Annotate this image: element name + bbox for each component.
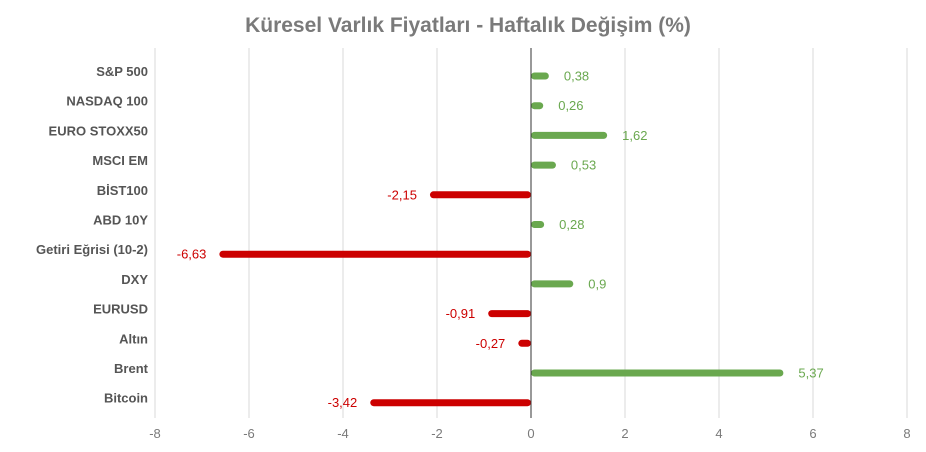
category-label: S&P 500 <box>96 64 148 79</box>
bar <box>488 310 531 318</box>
chart-title: Küresel Varlık Fiyatları - Haftalık Deği… <box>245 14 691 37</box>
data-label: 0,9 <box>588 276 606 291</box>
bar <box>531 131 608 139</box>
x-tick-label: -6 <box>243 426 255 441</box>
category-label: DXY <box>121 272 148 287</box>
data-label: 0,26 <box>558 98 583 113</box>
x-tick-label: 6 <box>809 426 816 441</box>
category-label: Brent <box>114 361 149 376</box>
bar <box>531 221 545 228</box>
category-label: ABD 10Y <box>93 213 148 228</box>
x-tick-label: 8 <box>903 426 910 441</box>
bar <box>531 161 556 169</box>
x-tick-label: -8 <box>149 426 161 441</box>
x-tick-label: 0 <box>527 426 534 441</box>
x-tick-label: -4 <box>337 426 349 441</box>
x-tick-label: 4 <box>715 426 722 441</box>
category-label: Altın <box>119 331 148 346</box>
data-label: 0,53 <box>571 158 596 173</box>
bar <box>370 399 531 407</box>
category-label: EURUSD <box>93 302 148 317</box>
bar <box>429 191 531 199</box>
x-tick-label: -2 <box>431 426 443 441</box>
category-labels: S&P 500 NASDAQ 100 EURO STOXX50 MSCI EM BİST… <box>36 64 149 406</box>
data-label: -0,91 <box>446 306 476 321</box>
data-label: -6,63 <box>177 247 207 262</box>
bars <box>219 72 784 407</box>
data-label: -3,42 <box>328 395 358 410</box>
category-label: MSCI EM <box>92 153 148 168</box>
category-label: EURO STOXX50 <box>49 123 148 138</box>
data-label: 0,28 <box>559 217 584 232</box>
bar <box>531 102 544 110</box>
category-label: Getiri Eğrisi (10-2) <box>36 242 148 257</box>
x-tick-labels: -8 -6 -4 -2 0 2 4 6 8 <box>149 426 910 441</box>
category-label: NASDAQ 100 <box>66 94 148 109</box>
bar <box>531 280 574 288</box>
data-label: -0,27 <box>476 336 506 351</box>
data-label: -2,15 <box>387 187 417 202</box>
bar <box>219 250 531 258</box>
data-label: 5,37 <box>798 366 823 381</box>
x-tick-label: 2 <box>621 426 628 441</box>
bar <box>531 369 784 377</box>
bar <box>531 72 549 80</box>
bar <box>518 339 531 347</box>
data-label: 0,38 <box>564 69 589 84</box>
category-label: Bitcoin <box>104 391 148 406</box>
category-label: BİST100 <box>97 183 148 198</box>
data-label: 1,62 <box>622 128 647 143</box>
value-labels: 0,38 0,26 1,62 0,53 -2,15 0,28 -6,63 0,9 -0,91-0… <box>177 69 824 411</box>
